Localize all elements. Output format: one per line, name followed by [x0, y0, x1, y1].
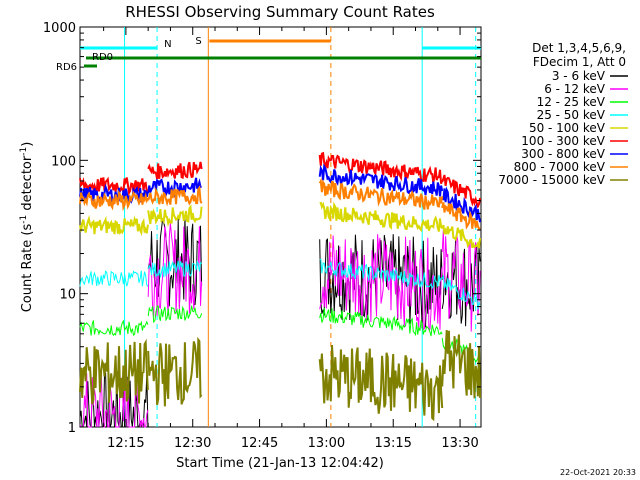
legend-label: 300 - 800 keV: [521, 147, 605, 161]
legend-label: 12 - 25 keV: [537, 95, 606, 109]
legend-label: 6 - 12 keV: [544, 82, 606, 96]
series-line: [79, 189, 149, 212]
series-line: [441, 202, 481, 231]
legend-label: 3 - 6 keV: [552, 69, 606, 83]
y-axis-label-sup: -1: [19, 215, 29, 224]
series-line: [147, 177, 202, 198]
y-tick-label: 100: [51, 154, 76, 169]
series-line: [441, 330, 482, 399]
series-line: [147, 260, 202, 278]
legend-title-2: FDecim 1, Att 0: [533, 55, 626, 69]
series-800-7000-kev: [79, 177, 481, 231]
x-tick-label: 12:30: [174, 436, 211, 451]
y-tick-label: 1: [68, 421, 76, 436]
series-line: [441, 186, 482, 223]
legend-label: 50 - 100 keV: [529, 121, 606, 135]
legend-label: 7000 - 15000 keV: [498, 173, 605, 187]
rd6-label: RD6: [56, 62, 77, 73]
series-line: [79, 270, 149, 287]
series-line: [79, 319, 149, 337]
series-line: [318, 177, 444, 210]
series-50-100-kev: [79, 201, 482, 249]
x-tick-label: 13:30: [441, 436, 478, 451]
x-tick-label: 12:45: [241, 436, 278, 451]
series-line: [318, 344, 444, 422]
legend-title-1: Det 1,3,4,5,6,9,: [532, 41, 626, 55]
x-tick-label: 12:15: [107, 436, 144, 451]
legend-label: 800 - 7000 keV: [514, 160, 606, 174]
y-axis-label-sup2: -1: [19, 147, 29, 156]
series-line: [147, 305, 203, 324]
series-line: [319, 201, 444, 233]
legend-label: 100 - 300 keV: [521, 134, 605, 148]
series-line: [441, 228, 481, 332]
axes-layer: 1 10 100 1000 12:15 12:30 12:45 13:00 13:15 13:30: [43, 21, 481, 451]
legend-label: 25 - 50 keV: [537, 108, 606, 122]
x-tick-label: 13:00: [308, 436, 345, 451]
series-line: [441, 224, 482, 249]
x-tick-label: 13:15: [374, 436, 411, 451]
legend: Det 1,3,4,5,6,9, FDecim 1, Att 0 3 - 6 k…: [498, 41, 628, 187]
saa-label: S: [195, 36, 201, 47]
series-line: [147, 161, 203, 180]
series-line: [79, 338, 149, 405]
observing-annotations: N S RD0 RD6: [56, 27, 481, 427]
y-tick-label: 1000: [43, 21, 76, 36]
series-line: [147, 185, 203, 207]
series-layer: [79, 151, 482, 428]
series-7000-15000-kev: [79, 330, 482, 422]
footer-date: 22-Oct-2021 20:33: [560, 468, 636, 477]
series-line: [147, 336, 203, 407]
series-line: [147, 204, 203, 227]
series-line: [441, 274, 481, 310]
series-line: [147, 222, 203, 317]
chart-title: RHESSI Observing Summary Count Rates: [125, 3, 435, 21]
series-line: [319, 234, 443, 329]
y-tick-label: 10: [59, 288, 76, 303]
night-label: N: [164, 39, 171, 50]
series-line: [79, 215, 149, 237]
series-line: [318, 163, 444, 197]
y-axis-label: Count Rate (s-1 detector-1): [19, 142, 35, 313]
series-300-800-kev: [79, 163, 482, 223]
series-25-50-kev: [79, 258, 481, 310]
rd0-label: RD0: [92, 52, 113, 63]
x-axis-label: Start Time (21-Jan-13 12:04:42): [176, 456, 384, 471]
series-line: [319, 307, 443, 337]
series-line: [319, 258, 443, 290]
series-line: [441, 174, 482, 209]
